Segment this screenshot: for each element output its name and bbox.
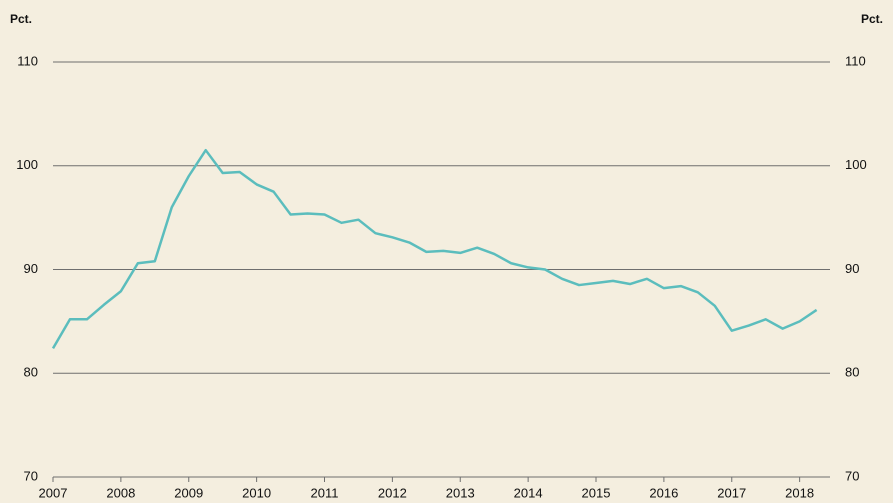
y2-axis-label: Pct. [861,12,883,26]
x-tick-label: 2018 [785,485,814,500]
line-series [51,148,818,349]
y2-tick-label: 110 [845,53,866,68]
x-tick-label: 2017 [717,485,746,500]
x-tick-label: 2007 [39,485,68,500]
x-tick-label: 2008 [106,485,135,500]
y-tick-label: 110 [17,53,38,68]
x-tick-label: 2010 [242,485,271,500]
x-tick-label: 2012 [378,485,407,500]
x-tick-label: 2009 [174,485,203,500]
x-tick-label: 2011 [311,485,339,500]
x-tick-label: 2014 [514,485,543,500]
x-tick-label: 2015 [582,485,611,500]
y2-tick-label: 90 [845,261,859,276]
x-tick-label: 2013 [446,485,475,500]
y2-tick-label: 80 [845,365,859,380]
y-tick-label: 70 [24,468,38,483]
y-tick-label: 100 [16,157,38,172]
y-tick-label: 90 [24,261,38,276]
y-axis-label: Pct. [10,12,32,26]
y2-tick-label: 100 [845,157,867,172]
y-tick-label: 80 [24,365,38,380]
y2-tick-label: 70 [845,468,859,483]
x-tick-label: 2016 [649,485,678,500]
